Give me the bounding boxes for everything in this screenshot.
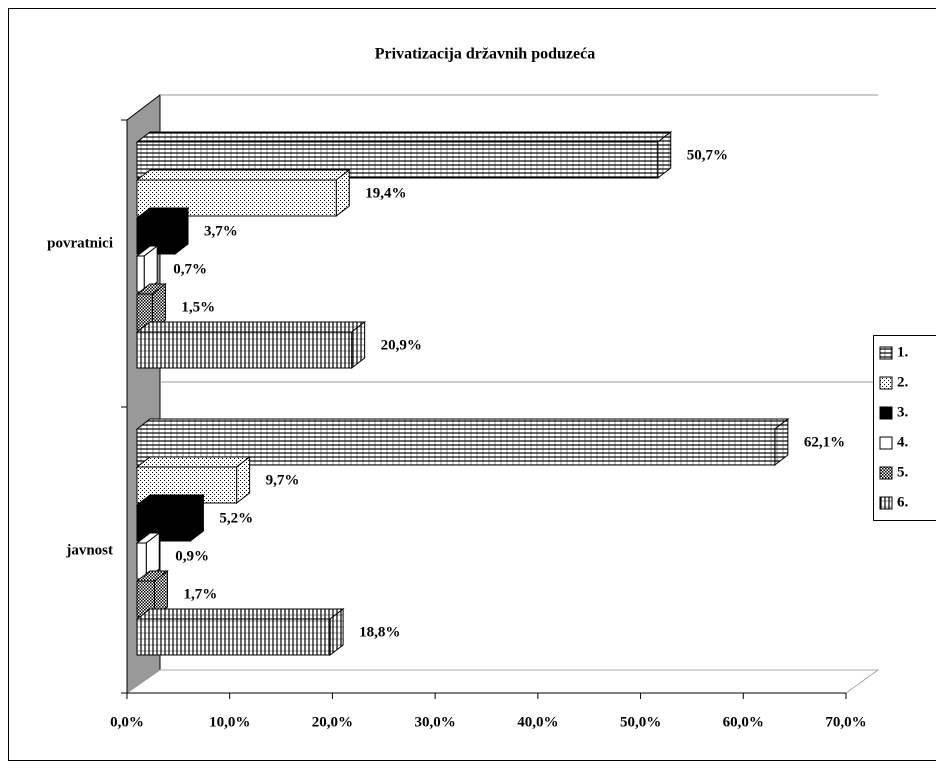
legend-label: 3.	[897, 404, 909, 420]
value-label: 1,7%	[183, 586, 217, 602]
floor	[127, 670, 878, 693]
legend-label: 2.	[897, 374, 909, 390]
legend-swatch	[880, 407, 892, 419]
x-tick-label: 20,0%	[312, 714, 353, 730]
chart-title: Privatizacija državnih poduzeća	[375, 46, 595, 63]
bar-top	[137, 170, 349, 180]
value-label: 9,7%	[266, 472, 300, 488]
value-label: 5,2%	[219, 510, 253, 526]
x-tick-label: 70,0%	[825, 714, 866, 730]
legend-swatch	[880, 347, 892, 359]
value-label: 20,9%	[381, 337, 422, 353]
bar-top	[137, 322, 365, 332]
legend-swatch	[880, 467, 892, 479]
bar	[137, 332, 352, 368]
value-label: 18,8%	[359, 624, 400, 640]
x-tick-label: 0,0%	[110, 714, 144, 730]
bar-top	[137, 457, 250, 467]
bar-top	[137, 419, 788, 429]
value-label: 0,7%	[173, 261, 207, 277]
x-tick-label: 60,0%	[723, 714, 764, 730]
value-label: 62,1%	[804, 434, 845, 450]
x-tick-label: 40,0%	[517, 714, 558, 730]
value-label: 50,7%	[687, 147, 728, 163]
legend-label: 4.	[897, 434, 909, 450]
value-label: 1,5%	[181, 299, 215, 315]
legend-label: 1.	[897, 344, 909, 360]
legend-label: 6.	[897, 494, 909, 510]
value-label: 19,4%	[365, 185, 406, 201]
y-tick-label: javnost	[65, 542, 113, 558]
bar-top	[137, 609, 343, 619]
legend-swatch	[880, 377, 892, 389]
x-tick-label: 10,0%	[209, 714, 250, 730]
value-label: 3,7%	[204, 223, 238, 239]
bar	[137, 543, 146, 579]
x-tick-label: 30,0%	[415, 714, 456, 730]
value-label: 0,9%	[175, 548, 209, 564]
legend-swatch	[880, 437, 892, 449]
x-tick-label: 50,0%	[620, 714, 661, 730]
legend	[874, 336, 936, 521]
legend-swatch	[880, 497, 892, 509]
bar	[137, 256, 144, 292]
bar	[137, 505, 190, 541]
legend-label: 5.	[897, 464, 909, 480]
bar-top	[137, 132, 671, 142]
y-tick-label: povratnici	[47, 235, 113, 251]
bar	[137, 619, 330, 655]
